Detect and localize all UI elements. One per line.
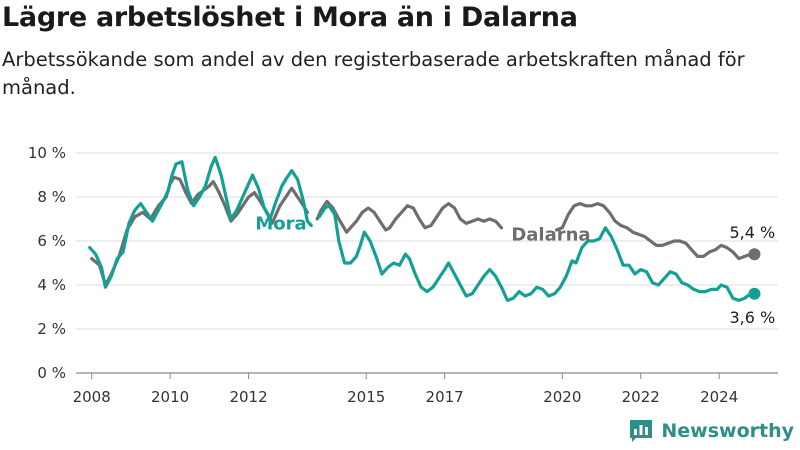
bar-chart-logo-icon — [630, 420, 653, 442]
end-label-dalarna: 5,4 % — [729, 223, 775, 242]
y-tick-label: 10 % — [28, 144, 66, 162]
y-tick-label: 6 % — [37, 232, 66, 250]
series-line-dalarna — [90, 175, 309, 287]
series-line-dalarna — [315, 199, 504, 234]
end-point-mora — [748, 287, 761, 300]
series-label-dalarna: Dalarna — [511, 225, 590, 246]
brand-name: Newsworthy — [661, 420, 794, 442]
y-tick-label: 2 % — [37, 320, 66, 338]
chart-title: Lägre arbetslöshet i Mora än i Dalarna — [2, 2, 578, 33]
x-tick-label: 2008 — [73, 388, 111, 406]
y-tick-label: 0 % — [37, 364, 66, 382]
x-tick-label: 2010 — [151, 388, 189, 406]
y-tick-label: 4 % — [37, 276, 66, 294]
x-tick-label: 2015 — [347, 388, 385, 406]
x-tick-label: 2022 — [622, 388, 660, 406]
brand-logo: Newsworthy — [628, 418, 794, 444]
end-point-dalarna — [748, 248, 761, 261]
end-label-mora: 3,6 % — [729, 308, 775, 327]
series-line-mora — [317, 204, 757, 302]
chart-subtitle: Arbetssökande som andel av den registerb… — [2, 48, 745, 99]
x-tick-label: 2024 — [700, 388, 738, 406]
x-tick-label: 2012 — [229, 388, 267, 406]
x-tick-label: 2017 — [426, 388, 464, 406]
x-tick-label: 2020 — [543, 388, 581, 406]
y-tick-label: 8 % — [37, 188, 66, 206]
series-line-dalarna — [554, 202, 757, 261]
series-line-mora — [88, 155, 313, 289]
series-label-mora: Mora — [255, 214, 306, 235]
